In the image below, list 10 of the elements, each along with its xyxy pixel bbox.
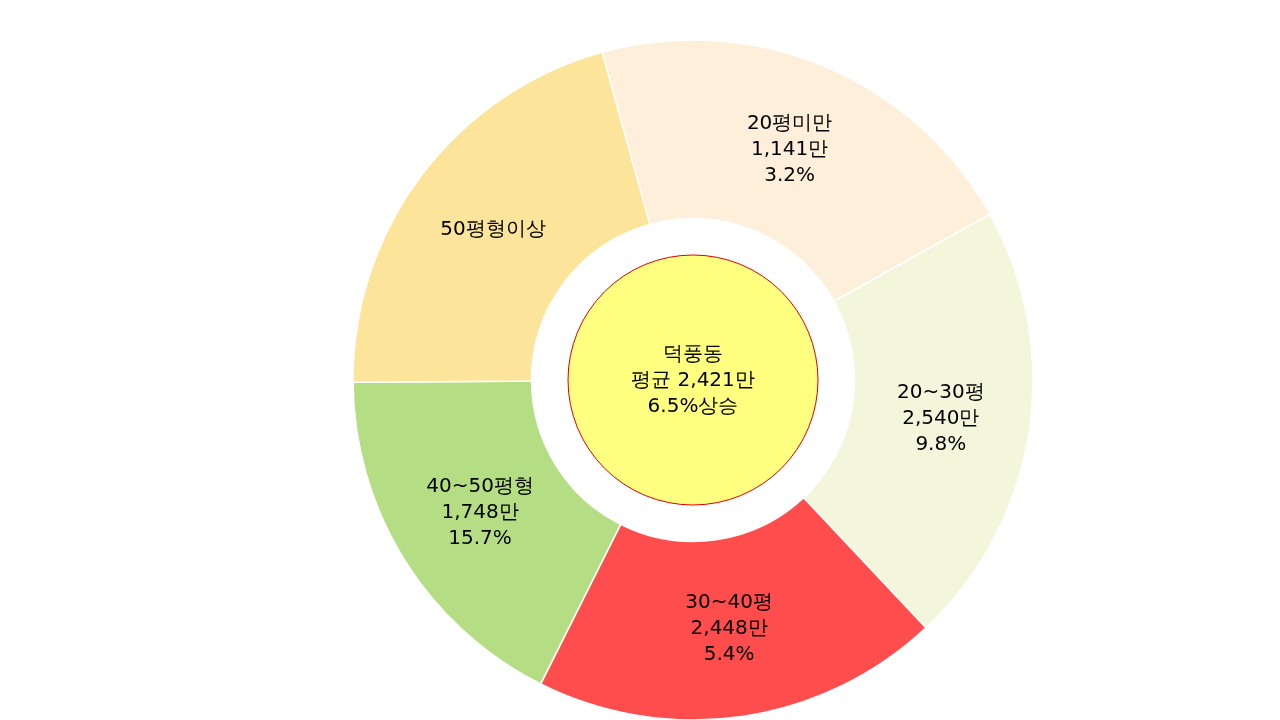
slice-label: 20평미만 — [746, 109, 833, 134]
text: 2,540만 9.8% — [902, 404, 980, 455]
slice-label: 30~40평 — [685, 588, 774, 613]
slice-label: 20~30평 — [896, 378, 985, 403]
slice-label: 50평형이상 — [440, 215, 546, 240]
slice-label: 40~50평형 — [426, 472, 534, 497]
text: 1,141만 3.2% — [750, 135, 829, 186]
text: 2,448만 5.4% — [690, 614, 768, 665]
text: 덕풍동 평균 2,421만 6.5%상승 — [631, 340, 755, 417]
text: 1,748만 15.7% — [441, 498, 519, 549]
